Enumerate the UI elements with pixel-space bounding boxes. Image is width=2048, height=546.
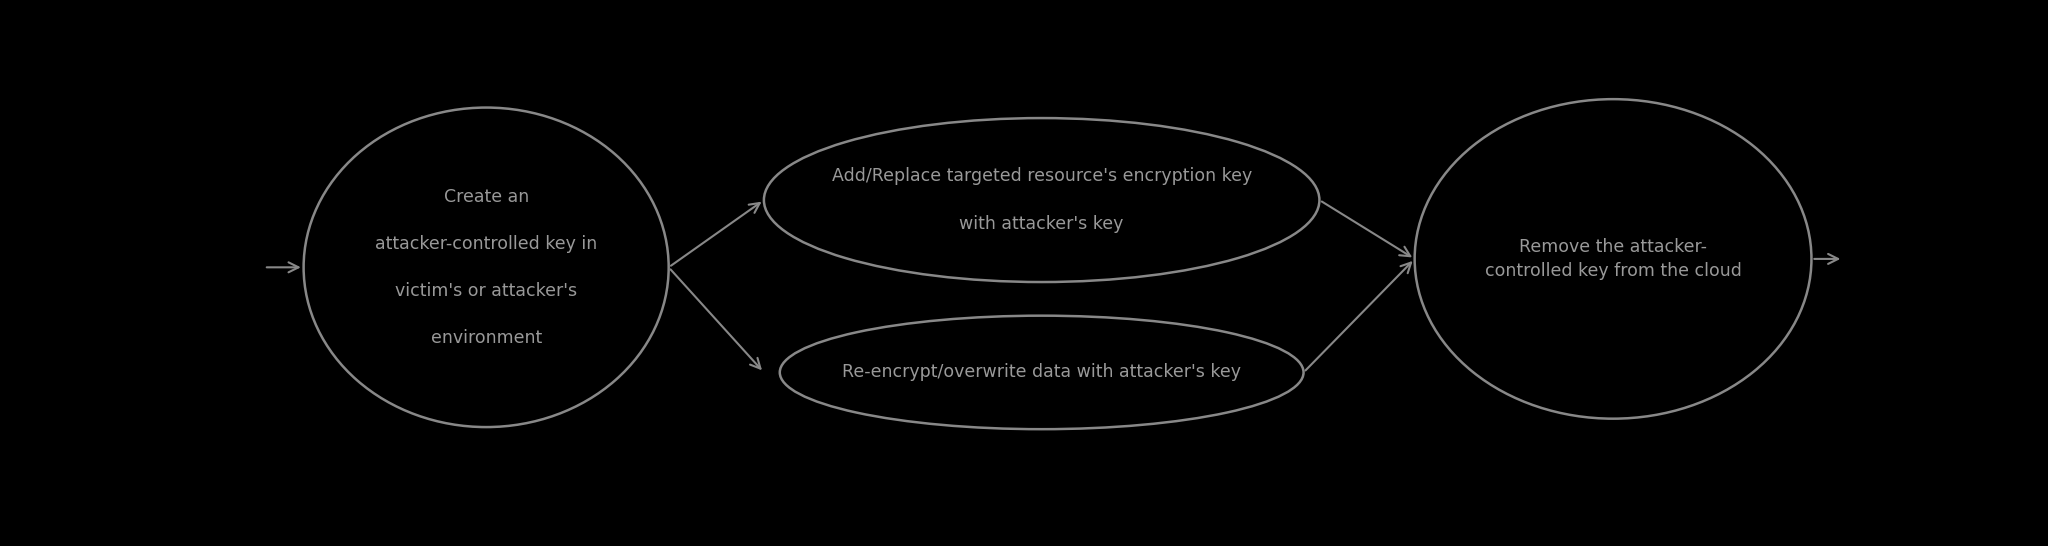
Text: Create an

attacker-controlled key in

victim's or attacker's

environment: Create an attacker-controlled key in vic…: [375, 187, 598, 347]
Text: Remove the attacker-
controlled key from the cloud: Remove the attacker- controlled key from…: [1485, 238, 1741, 280]
Text: Add/Replace targeted resource's encryption key

with attacker's key: Add/Replace targeted resource's encrypti…: [831, 168, 1251, 233]
Text: Re-encrypt/overwrite data with attacker's key: Re-encrypt/overwrite data with attacker'…: [842, 364, 1241, 382]
